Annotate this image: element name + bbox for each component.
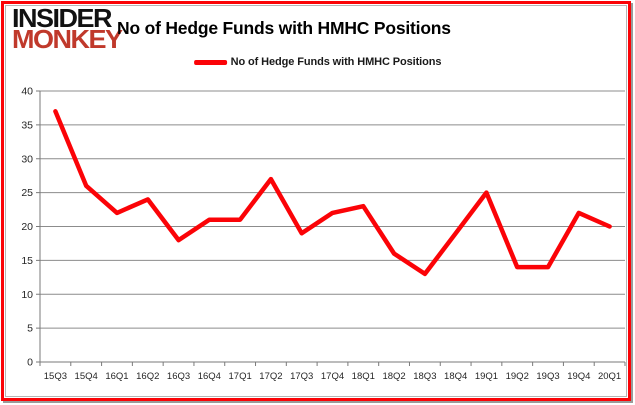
x-tick-label: 17Q4 (321, 371, 344, 382)
legend: No of Hedge Funds with HMHC Positions (193, 56, 442, 68)
x-tick-label: 19Q4 (567, 371, 590, 382)
y-tick-label: 0 (27, 357, 33, 369)
legend-line-swatch (193, 59, 227, 65)
y-tick-label: 20 (21, 221, 33, 233)
legend-label: No of Hedge Funds with HMHC Positions (230, 56, 442, 68)
logo-monkey-text: MONKEY (12, 25, 123, 54)
series-line (53, 109, 612, 277)
x-tick-label: 17Q1 (229, 371, 252, 382)
chart-title: No of Hedge Funds with HMHC Positions (117, 18, 451, 38)
x-tick-label: 18Q1 (352, 371, 375, 382)
y-tick-label: 40 (21, 86, 33, 98)
logo-insider-text: INSIDER (12, 4, 113, 33)
x-tick-label: 16Q4 (198, 371, 221, 382)
x-tick-label: 18Q2 (382, 371, 405, 382)
x-tick-label: 17Q3 (290, 371, 313, 382)
y-tick-label: 10 (21, 289, 33, 301)
x-tick-label: 17Q2 (259, 371, 282, 382)
x-tick-label: 20Q1 (598, 371, 621, 382)
chart-red-frame (1, 1, 631, 401)
x-tick-label: 16Q1 (105, 371, 128, 382)
x-tick-label: 15Q4 (75, 371, 98, 382)
y-tick-label: 5 (27, 323, 33, 335)
chart-inner-box (5, 5, 627, 397)
x-tick-label: 19Q1 (475, 371, 498, 382)
x-tick-label: 16Q2 (136, 371, 159, 382)
x-tick-label: 19Q2 (506, 371, 529, 382)
y-tick-label: 15 (21, 255, 33, 267)
x-tick-label: 15Q3 (44, 371, 67, 382)
x-tick-label: 16Q3 (167, 371, 190, 382)
x-tick-label: 19Q3 (536, 371, 559, 382)
x-tick-label: 18Q4 (444, 371, 467, 382)
insider-monkey-logo: INSIDER MONKEY (12, 4, 123, 54)
y-tick-label: 25 (21, 187, 33, 199)
y-tick-label: 30 (21, 153, 33, 165)
x-tick-label: 18Q3 (413, 371, 436, 382)
y-tick-label: 35 (21, 119, 33, 131)
